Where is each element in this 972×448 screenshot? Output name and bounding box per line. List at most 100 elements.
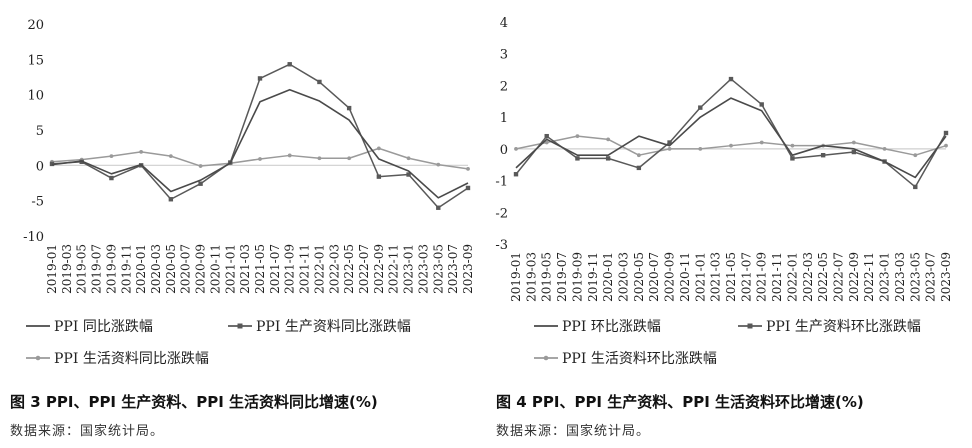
data-point [606,137,611,142]
data-source-left: 数据来源：国家统计局。 [10,424,165,439]
x-tick-label: 2021-01 [693,252,707,302]
series-line [515,97,947,179]
x-tick-label: 2019-05 [540,252,554,302]
x-tick-label: 2023-01 [878,252,892,302]
data-point [913,184,918,190]
y-tick-label: 20 [27,18,44,33]
x-tick-label: 2022-09 [372,244,386,294]
data-point [820,153,826,158]
series-1 [515,97,947,179]
series-1 [51,88,469,199]
y-tick-label: 10 [27,89,44,104]
legend-label: PPI 生活资料同比涨跌幅 [54,351,209,367]
data-point [636,165,642,171]
x-tick-label: 2022-07 [832,252,846,302]
data-point [636,153,641,158]
legend-item: PPI 生产资料同比涨跌幅 [228,319,411,335]
data-point [882,146,887,151]
x-tick-label: 2022-03 [327,244,341,294]
chart-panel-right: -3 -2 -1 0 1 2 3 4 2019-01 2019-03 2019-05 2019-07 2… [486,0,972,448]
x-tick-label: 2021-01 [223,244,237,294]
data-point [544,133,549,139]
x-tick-label: 2022-05 [816,252,830,302]
legend-item: PPI 生活资料环比涨跌幅 [534,351,717,367]
x-tick-label: 2023-01 [402,244,416,294]
data-point [698,105,703,110]
y-tick-label: -3 [495,238,508,253]
x-tick-label: 2021-09 [283,244,297,294]
data-point [168,154,173,159]
data-point [436,162,441,167]
y-tick-label: -5 [31,195,44,210]
data-point [513,172,519,177]
data-point [168,197,174,202]
legend-label: PPI 同比涨跌幅 [54,319,153,335]
data-source-right: 数据来源：国家统计局。 [496,424,651,439]
y-tick-label: -1 [495,175,508,190]
x-tick-label: 2019-11 [119,244,133,294]
x-tick-label: 2020-11 [678,252,692,302]
data-point [346,105,352,111]
x-tick-label: 2020-01 [601,252,615,302]
legend-label: PPI 生产资料环比涨跌幅 [766,319,921,335]
data-point [287,153,292,158]
data-point [728,76,734,82]
data-point [544,140,549,145]
data-point [198,164,203,168]
data-point [851,140,856,145]
x-tick-label: 2019-11 [586,252,600,302]
x-tick-label: 2020-03 [149,244,163,294]
legend-item: PPI 同比涨跌幅 [26,319,153,335]
x-tick-label: 2021-09 [755,252,769,302]
data-point [466,166,470,171]
series-line [515,78,947,188]
series-line [51,88,469,199]
data-point [790,143,795,148]
series-line [51,63,469,209]
data-point [258,157,262,161]
x-tick-label: 2021-07 [739,252,753,302]
y-tick-label: 5 [36,124,44,139]
chart-panel-left: -10 -5 0 5 10 15 20 2019-01 2019-03 2019-05 2019-0… [10,18,475,439]
legend: PPI 同比涨跌幅 PPI 生产资料同比涨跌幅 PPI 生活资料同比涨跌幅 [26,319,411,367]
x-tick-label: 2019-01 [45,244,59,294]
y-tick-label: 0 [36,159,44,174]
x-tick-label: 2021-11 [770,252,784,302]
x-tick-label: 2023-05 [431,244,445,294]
y-tick-label: -2 [495,206,508,221]
data-point [605,156,611,161]
series-3 [514,134,948,158]
x-tick-label: 2020-07 [647,252,661,302]
x-tick-label: 2021-11 [298,244,312,294]
data-point [729,143,733,148]
x-tick-label: 2022-11 [862,252,876,302]
legend-marker [747,323,753,329]
series-3 [50,146,470,171]
data-point [347,156,352,161]
x-tick-label: 2023-07 [446,244,460,294]
x-tick-label: 2020-09 [663,252,677,302]
y-tick-label: 4 [500,16,508,31]
data-point [287,62,292,67]
x-tick-label: 2021-07 [268,244,282,294]
x-tick-label: 2023-09 [939,252,953,302]
data-point [667,140,672,145]
figure-caption-left: 图 3 PPI、PPI 生产资料、PPI 生活资料同比增速(%) [10,393,378,411]
data-point [406,172,411,177]
x-tick-label: 2022-01 [785,252,799,302]
data-point [575,156,580,161]
x-tick-label: 2023-09 [461,244,475,294]
y-tick-label: 1 [500,111,508,126]
x-tick-label: 2023-07 [924,252,938,302]
data-point [198,181,203,186]
x-tick-label: 2019-03 [60,244,74,294]
legend-label: PPI 生活资料环比涨跌幅 [562,351,717,367]
x-tick-label: 2021-03 [238,244,252,294]
x-tick-label: 2020-09 [194,244,208,294]
y-tick-label: 15 [27,53,44,68]
x-tick-label: 2021-05 [253,244,267,294]
data-point [257,76,263,81]
x-tick-label: 2022-07 [357,244,371,294]
